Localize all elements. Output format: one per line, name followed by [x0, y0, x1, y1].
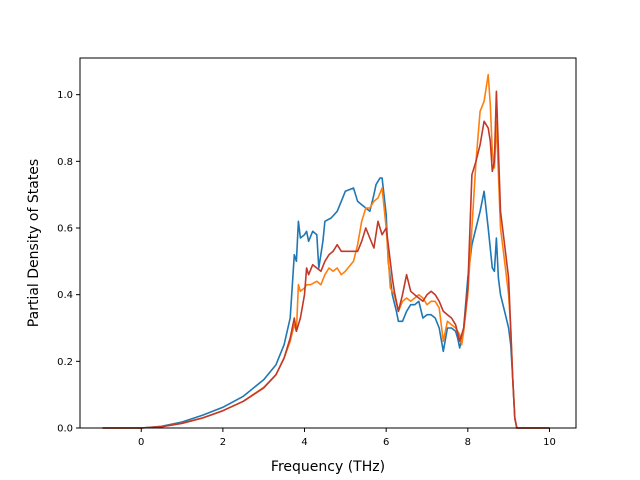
y-tick-label: 0.6	[57, 224, 73, 235]
y-tick-label: 0.2	[57, 357, 73, 368]
x-tick-label: 8	[465, 437, 471, 448]
x-axis-label: Frequency (THz)	[271, 459, 385, 475]
x-axis: 0 2 4 6 8 10	[138, 428, 556, 448]
series-line-1	[102, 177, 550, 429]
series-lines	[102, 73, 550, 429]
y-axis: 0.0 0.2 0.4 0.6 0.8 1.0	[57, 90, 80, 435]
y-axis-label: Partial Density of States	[26, 159, 42, 327]
y-tick-label: 1.0	[57, 90, 73, 101]
x-tick-label: 4	[301, 437, 307, 448]
plot-frame	[79, 57, 577, 429]
y-tick-label: 0.0	[57, 424, 73, 435]
y-tick-label: 0.8	[57, 157, 73, 168]
y-tick-label: 0.4	[57, 290, 73, 301]
series-line-3	[102, 90, 550, 429]
x-tick-label: 6	[383, 437, 389, 448]
x-tick-label: 2	[220, 437, 226, 448]
x-tick-label: 10	[543, 437, 556, 448]
x-tick-label: 0	[138, 437, 144, 448]
